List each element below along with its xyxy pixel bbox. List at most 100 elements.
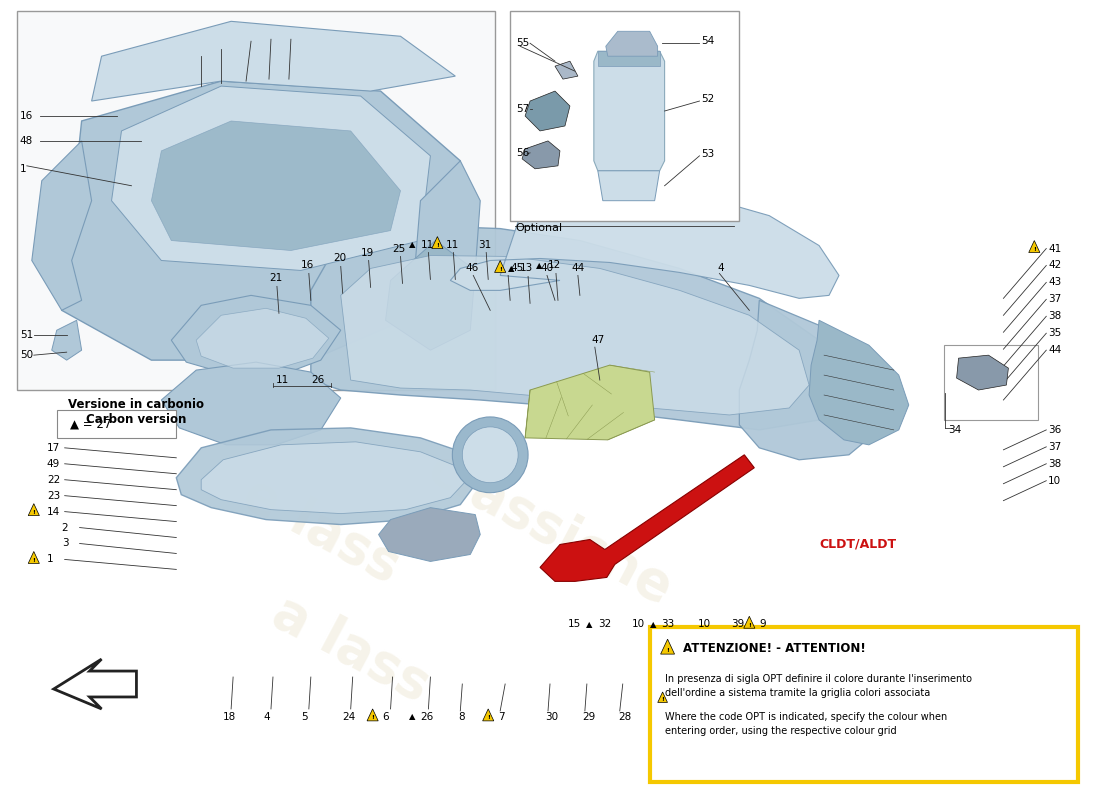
Polygon shape	[661, 639, 674, 654]
Text: !: !	[32, 510, 35, 515]
Text: Carbon version: Carbon version	[86, 414, 187, 426]
Polygon shape	[495, 261, 506, 273]
Text: 43: 43	[1048, 278, 1062, 287]
Polygon shape	[658, 692, 668, 702]
Text: 28: 28	[618, 712, 631, 722]
Text: ▲: ▲	[408, 712, 415, 722]
Polygon shape	[29, 504, 40, 515]
Polygon shape	[32, 141, 91, 310]
Text: 7: 7	[498, 712, 505, 722]
Text: 46: 46	[465, 263, 478, 274]
Polygon shape	[162, 362, 341, 445]
Polygon shape	[378, 508, 481, 562]
Text: !: !	[32, 558, 35, 562]
Text: 18: 18	[223, 712, 236, 722]
Text: 37: 37	[1048, 442, 1062, 452]
Text: 4: 4	[263, 712, 270, 722]
Polygon shape	[810, 320, 909, 445]
Polygon shape	[196, 308, 329, 368]
Text: 15: 15	[568, 619, 581, 630]
Text: 38: 38	[1048, 458, 1062, 469]
FancyBboxPatch shape	[944, 345, 1038, 420]
Text: 5: 5	[301, 712, 308, 722]
Text: 47: 47	[592, 335, 605, 346]
Text: 31: 31	[478, 239, 492, 250]
Text: 2: 2	[62, 522, 68, 533]
Text: 30: 30	[544, 712, 558, 722]
Text: !: !	[498, 266, 502, 272]
FancyBboxPatch shape	[510, 11, 739, 221]
Polygon shape	[597, 51, 660, 66]
Text: ▲: ▲	[408, 240, 415, 249]
Text: 40: 40	[540, 263, 553, 274]
Text: !: !	[748, 622, 750, 627]
Polygon shape	[416, 161, 481, 290]
Text: 55: 55	[516, 38, 529, 48]
Text: !: !	[661, 697, 664, 702]
Text: 36: 36	[1048, 425, 1062, 435]
Polygon shape	[52, 320, 81, 360]
Polygon shape	[957, 355, 1009, 390]
Text: 51: 51	[20, 330, 33, 340]
Text: 44: 44	[572, 263, 585, 274]
Polygon shape	[201, 442, 465, 514]
Polygon shape	[525, 91, 570, 131]
Polygon shape	[522, 141, 560, 169]
Text: 14: 14	[47, 506, 60, 517]
Text: ▲: ▲	[536, 261, 542, 270]
Text: 42: 42	[1048, 261, 1062, 270]
Text: 38: 38	[1048, 311, 1062, 322]
Text: Optional: Optional	[515, 222, 562, 233]
Text: 25: 25	[393, 243, 406, 254]
Text: 1: 1	[47, 554, 54, 565]
Text: !: !	[371, 715, 374, 720]
Text: 37: 37	[1048, 294, 1062, 304]
Text: 35: 35	[1048, 328, 1062, 338]
Text: 11: 11	[420, 239, 433, 250]
Polygon shape	[450, 189, 839, 298]
Polygon shape	[597, 170, 660, 201]
Text: 12: 12	[548, 261, 561, 270]
Text: 26: 26	[420, 712, 433, 722]
Text: 57: 57	[516, 104, 529, 114]
Circle shape	[462, 427, 518, 482]
Polygon shape	[111, 86, 430, 270]
Polygon shape	[1028, 241, 1040, 253]
Text: !: !	[667, 648, 669, 653]
Text: 10: 10	[697, 619, 711, 630]
Text: 11: 11	[276, 375, 289, 385]
Text: 11: 11	[446, 239, 459, 250]
Polygon shape	[739, 300, 889, 460]
Text: 50: 50	[20, 350, 33, 360]
Text: a lass: a lass	[263, 586, 438, 712]
Polygon shape	[62, 81, 460, 360]
Text: 10: 10	[631, 619, 645, 630]
Text: 9: 9	[759, 619, 766, 630]
Text: classiche: classiche	[419, 443, 681, 616]
Text: 52: 52	[702, 94, 715, 104]
Text: 4: 4	[717, 263, 724, 274]
Text: ▲: ▲	[586, 620, 593, 629]
Text: 56: 56	[516, 148, 529, 158]
FancyBboxPatch shape	[57, 410, 176, 438]
Text: 39: 39	[732, 619, 745, 630]
Polygon shape	[540, 455, 755, 582]
Text: 34: 34	[948, 425, 961, 435]
Text: 48: 48	[20, 136, 33, 146]
Text: ATTENZIONE! - ATTENTION!: ATTENZIONE! - ATTENTION!	[682, 642, 866, 654]
Text: Versione in carbonio: Versione in carbonio	[68, 398, 205, 411]
FancyBboxPatch shape	[650, 627, 1078, 782]
Text: ▲: ▲	[650, 620, 657, 629]
Polygon shape	[341, 255, 810, 415]
Polygon shape	[556, 61, 578, 79]
Text: 41: 41	[1048, 243, 1062, 254]
Text: 1: 1	[20, 164, 26, 174]
Text: 45: 45	[510, 263, 524, 274]
Text: 26: 26	[311, 375, 324, 385]
Polygon shape	[744, 616, 755, 628]
Text: 19: 19	[361, 247, 374, 258]
Text: 32: 32	[597, 619, 612, 630]
Text: 13: 13	[520, 263, 534, 274]
Text: !: !	[487, 715, 490, 720]
Text: ▲: ▲	[508, 264, 515, 273]
